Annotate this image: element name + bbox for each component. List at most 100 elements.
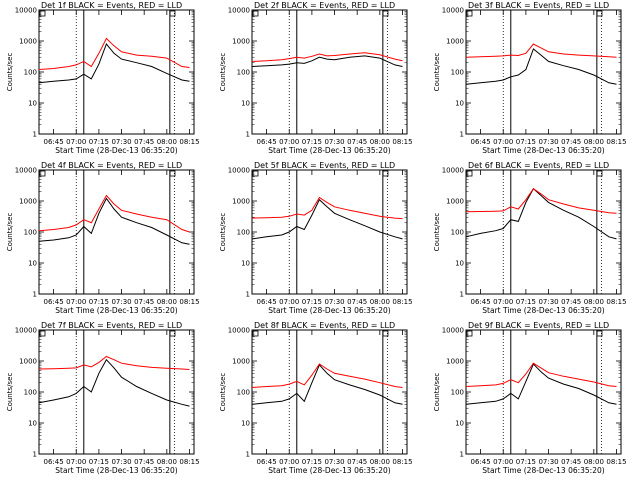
chart-title: Det 6f BLACK = Events, RED = LLD [468, 161, 609, 170]
series-red-lld [38, 194, 190, 233]
y-tick-label: 100 [451, 229, 464, 237]
x-tick-label: 07:15 [89, 298, 109, 306]
y-tick-label: 10000 [228, 7, 250, 15]
series-black-events [251, 198, 403, 240]
y-tick-label: 1 [246, 131, 250, 139]
y-tick-label: 100 [237, 389, 250, 397]
series-black-events [38, 43, 190, 84]
x-axis-label: Start Time (28-Dec-13 06:35:20) [268, 466, 390, 475]
series-black-events [38, 197, 190, 245]
x-tick-label: 08:15 [606, 458, 626, 466]
x-tick-label: 08:15 [179, 138, 199, 146]
corner-box-left [252, 170, 259, 177]
y-axis-label: Counts/sec [433, 373, 441, 412]
x-tick-label: 07:45 [561, 138, 581, 146]
x-tick-label: 08:15 [179, 298, 199, 306]
y-tick-label: 10000 [228, 327, 250, 335]
x-tick-label: 08:15 [392, 138, 412, 146]
plot-frame [251, 9, 408, 135]
x-tick-label: 08:00 [584, 298, 604, 306]
series-red-lld [251, 196, 403, 220]
y-axis-label: Counts/sec [219, 213, 227, 252]
series-black-events [38, 358, 190, 407]
x-tick-label: 07:00 [279, 138, 299, 146]
y-tick-label: 100 [237, 69, 250, 77]
chart-panel: Det 3f BLACK = Events, RED = LLD 1 10 100 10… [433, 1, 627, 155]
x-tick-label: 06:45 [44, 458, 64, 466]
x-tick-label: 07:15 [89, 138, 109, 146]
y-tick-label: 10000 [228, 167, 250, 175]
x-tick-label: 06:45 [44, 298, 64, 306]
y-tick-label: 1000 [232, 38, 250, 46]
y-axis-label: Counts/sec [6, 213, 14, 252]
x-axis-label: Start Time (28-Dec-13 06:35:20) [482, 146, 604, 155]
y-tick-label: 1000 [446, 358, 464, 366]
x-tick-label: 07:30 [324, 138, 344, 146]
x-tick-label: 08:00 [157, 138, 177, 146]
series-black-events [251, 363, 403, 405]
x-tick-label: 06:45 [471, 138, 491, 146]
x-tick-label: 07:45 [347, 458, 367, 466]
series-red-lld [38, 355, 190, 370]
corner-box-left [252, 10, 259, 17]
plot-frame [38, 169, 195, 295]
x-axis-label: Start Time (28-Dec-13 06:35:20) [55, 466, 177, 475]
chart-title: Det 4f BLACK = Events, RED = LLD [41, 161, 182, 170]
chart-panel: Det 1f BLACK = Events, RED = LLD 1 10 100 10… [6, 1, 200, 155]
y-tick-label: 10000 [442, 167, 464, 175]
x-tick-label: 07:30 [111, 458, 131, 466]
x-tick-label: 06:45 [257, 458, 277, 466]
x-axis-label: Start Time (28-Dec-13 06:35:20) [482, 306, 604, 315]
x-tick-label: 07:00 [66, 298, 86, 306]
x-tick-label: 07:30 [324, 298, 344, 306]
x-axis-label: Start Time (28-Dec-13 06:35:20) [55, 146, 177, 155]
y-axis-label: Counts/sec [219, 53, 227, 92]
y-tick-label: 100 [237, 229, 250, 237]
y-tick-label: 10 [455, 260, 464, 268]
series-black-events [465, 187, 617, 240]
y-tick-label: 1000 [232, 198, 250, 206]
y-tick-label: 1000 [446, 38, 464, 46]
x-axis-label: Start Time (28-Dec-13 06:35:20) [268, 146, 390, 155]
series-red-lld [251, 52, 403, 62]
corner-box-left [466, 170, 473, 177]
x-tick-label: 08:00 [370, 138, 390, 146]
chart-title: Det 5f BLACK = Events, RED = LLD [254, 161, 395, 170]
x-tick-label: 07:30 [538, 138, 558, 146]
chart-panel: Det 4f BLACK = Events, RED = LLD 1 10 100 10… [6, 161, 200, 315]
x-tick-label: 07:30 [538, 458, 558, 466]
y-tick-label: 1000 [19, 358, 37, 366]
chart-title: Det 2f BLACK = Events, RED = LLD [254, 1, 395, 10]
y-axis-label: Counts/sec [6, 373, 14, 412]
x-tick-label: 07:15 [516, 298, 536, 306]
series-black-events [465, 48, 617, 85]
y-tick-label: 100 [451, 69, 464, 77]
x-tick-label: 06:45 [471, 458, 491, 466]
x-tick-label: 08:15 [392, 298, 412, 306]
x-tick-label: 07:00 [66, 458, 86, 466]
plot-frame [38, 329, 195, 455]
chart-panel: Det 5f BLACK = Events, RED = LLD 1 10 100 10… [219, 161, 413, 315]
y-tick-label: 1 [33, 291, 37, 299]
x-tick-label: 07:45 [561, 458, 581, 466]
y-tick-label: 10 [28, 100, 37, 108]
chart-title: Det 8f BLACK = Events, RED = LLD [254, 321, 395, 330]
x-tick-label: 07:30 [538, 298, 558, 306]
chart-title: Det 1f BLACK = Events, RED = LLD [41, 1, 182, 10]
y-axis-label: Counts/sec [433, 213, 441, 252]
plot-frame [465, 9, 622, 135]
y-tick-label: 1 [460, 451, 464, 459]
x-tick-label: 07:15 [302, 138, 322, 146]
chart-panel: Det 7f BLACK = Events, RED = LLD 1 10 100 10… [6, 321, 200, 475]
y-tick-label: 10000 [15, 7, 37, 15]
x-tick-label: 07:00 [279, 458, 299, 466]
x-tick-label: 08:15 [392, 458, 412, 466]
x-tick-label: 07:45 [134, 298, 154, 306]
x-tick-label: 07:45 [134, 458, 154, 466]
corner-box-left [466, 330, 473, 337]
x-tick-label: 07:15 [302, 298, 322, 306]
x-tick-label: 08:15 [179, 458, 199, 466]
y-tick-label: 10000 [15, 167, 37, 175]
chart-panel: Det 8f BLACK = Events, RED = LLD 1 10 100 10… [219, 321, 413, 475]
